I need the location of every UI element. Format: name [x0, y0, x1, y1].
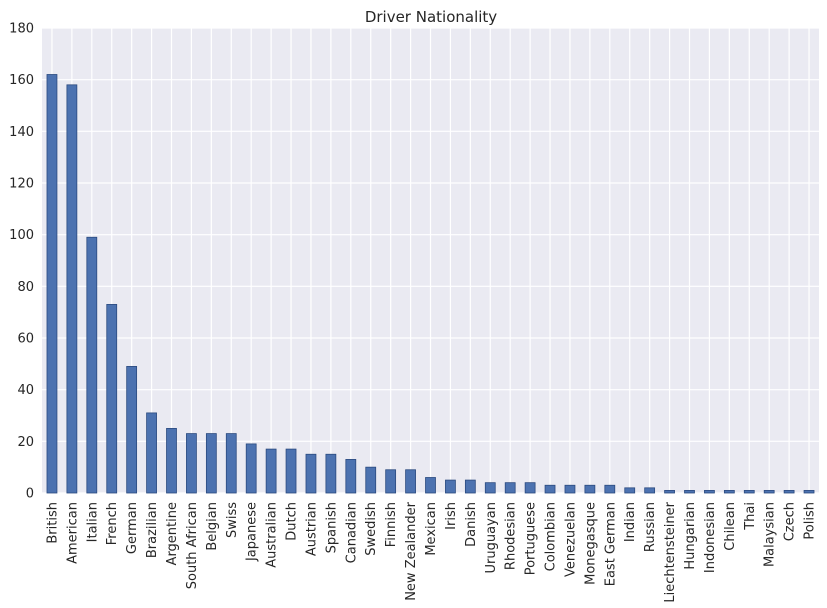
x-tick-label: Finnish [384, 502, 399, 547]
bar-swedish [365, 466, 377, 494]
x-tick-label: German [125, 502, 140, 554]
x-tick-label: American [65, 502, 80, 564]
x-tick-label: Czech [783, 502, 798, 541]
x-tick-label: Rhodesian [504, 502, 519, 570]
bar-argentine [166, 428, 177, 494]
x-tick-label: Monegasque [583, 502, 598, 585]
y-tick-label: 120 [9, 177, 34, 192]
x-tick-label: Spanish [324, 502, 339, 553]
bar-indian [624, 487, 636, 494]
x-tick-label: Polish [803, 502, 818, 540]
bar-czech [783, 490, 795, 494]
bar-colombian [544, 484, 556, 494]
x-tick-label: Italian [85, 502, 100, 542]
x-tick-label: Irish [444, 502, 459, 530]
x-tick-label: East German [603, 502, 618, 586]
x-tick-label: Belgian [205, 502, 220, 551]
x-tick-label: South African [185, 502, 200, 589]
x-tick-label: British [45, 502, 60, 544]
x-tick-label: Austrian [304, 502, 319, 556]
x-tick-label: Mexican [424, 502, 439, 556]
y-tick-label: 0 [26, 487, 34, 502]
bar-italian [86, 236, 98, 494]
x-tick-label: Indian [623, 502, 638, 542]
bar-american [66, 84, 78, 494]
bar-liechtensteiner [664, 490, 675, 494]
x-tick-label: Swedish [364, 502, 379, 556]
x-tick-label: Uruguayan [484, 502, 499, 573]
bar-indonesian [704, 490, 715, 494]
bar-portuguese [524, 482, 536, 494]
x-tick-label: Indonesian [703, 502, 718, 573]
bar-east-german [604, 484, 616, 494]
bar-belgian [205, 433, 217, 494]
bar-russian [644, 487, 656, 494]
bar-uruguayan [484, 482, 496, 494]
x-tick-label: Argentine [165, 502, 180, 565]
bar-south-african [186, 433, 197, 494]
x-tick-label: Russian [643, 502, 658, 552]
bar-dutch [285, 448, 297, 494]
x-tick-label: Malaysian [763, 502, 778, 567]
bar-australian [265, 448, 277, 494]
x-tick-label: Australian [265, 502, 280, 568]
bar-mexican [425, 477, 436, 494]
x-tick-label: Portuguese [524, 502, 539, 575]
y-tick-label: 20 [17, 435, 34, 450]
x-tick-label: Japanese [245, 502, 260, 562]
bar-austrian [305, 453, 317, 494]
bar-french [106, 304, 118, 494]
bar-swiss [225, 433, 237, 494]
x-tick-label: Hungarian [683, 502, 698, 570]
y-tick-label: 160 [9, 73, 34, 88]
bar-chilean [723, 490, 735, 494]
bar-venezuelan [564, 484, 576, 494]
x-tick-label: Thai [743, 502, 758, 531]
bar-danish [464, 479, 476, 494]
x-tick-label: Venezuelan [563, 502, 578, 577]
x-tick-label: New Zealander [404, 501, 419, 600]
bar-polish [803, 490, 815, 494]
bar-spanish [325, 453, 337, 494]
bars [46, 74, 815, 494]
x-tick-label: Swiss [225, 502, 240, 538]
y-tick-label: 180 [9, 22, 34, 37]
x-tick-label: Danish [464, 502, 479, 547]
y-tick-label: 140 [9, 125, 34, 140]
bar-canadian [345, 459, 357, 494]
bar-monegasque [584, 484, 596, 494]
x-tick-label: Canadian [344, 502, 359, 563]
bar-new-zealander [405, 469, 416, 494]
x-tick-label: Chilean [723, 502, 738, 551]
bar-japanese [245, 443, 257, 494]
y-axis-ticks: 0 20 40 60 80 100 120 140 160 180 [9, 22, 34, 502]
x-tick-label: Colombian [544, 502, 559, 571]
bar-finnish [385, 469, 397, 494]
bar-malaysian [763, 490, 775, 494]
bar-german [126, 366, 138, 494]
bar-brazilian [146, 412, 157, 494]
x-tick-label: French [105, 502, 120, 545]
bar-irish [445, 479, 456, 494]
y-tick-label: 80 [17, 280, 34, 295]
y-tick-label: 60 [17, 332, 34, 347]
bar-thai [743, 490, 755, 494]
bar-british [46, 74, 58, 494]
x-axis-ticks: British American Italian French German Brazil… [45, 501, 817, 602]
y-tick-label: 40 [17, 383, 34, 398]
bar-hungarian [684, 490, 695, 494]
x-tick-label: Brazilian [145, 502, 160, 558]
x-tick-label: Liechtensteiner [663, 501, 678, 602]
chart-title: Driver Nationality [365, 8, 497, 26]
bar-rhodesian [504, 482, 516, 494]
x-tick-label: Dutch [285, 502, 300, 541]
y-tick-label: 100 [9, 228, 34, 243]
